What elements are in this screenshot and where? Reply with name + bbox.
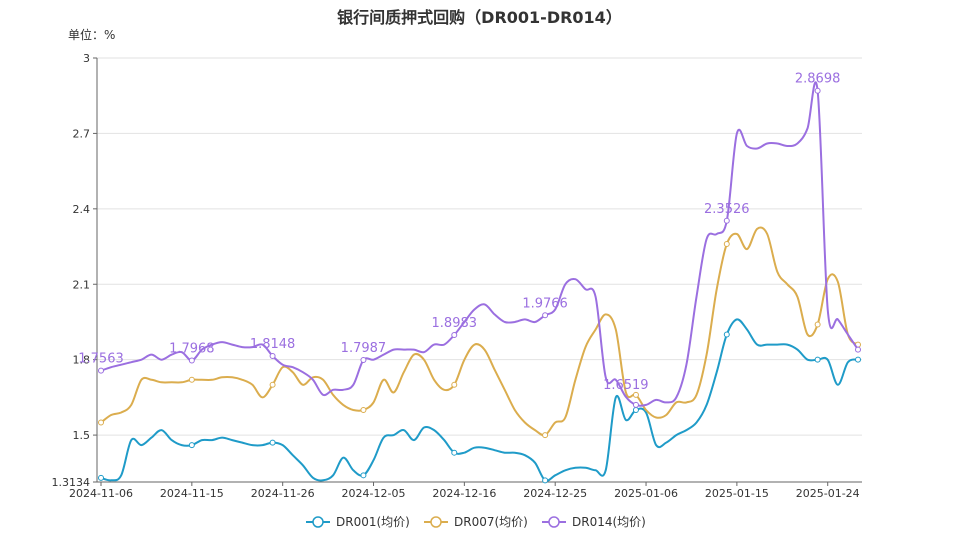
y-tick-label: 1.3134 xyxy=(52,476,91,489)
series-0-point xyxy=(98,474,104,481)
data-label: 1.7987 xyxy=(341,341,387,356)
x-tick-label: 2025-01-06 xyxy=(614,487,678,500)
series-1-point xyxy=(542,432,549,439)
series-2-point xyxy=(814,87,821,94)
series-1-point xyxy=(98,419,104,426)
series-2-point xyxy=(98,367,104,374)
x-tick-label: 2024-12-25 xyxy=(523,487,587,500)
x-tick-label: 2024-12-05 xyxy=(342,487,406,500)
series-1-point xyxy=(188,376,195,383)
data-label: 2.3526 xyxy=(704,202,750,217)
x-tick-label: 2024-11-15 xyxy=(160,487,224,500)
series-0-point xyxy=(855,356,861,363)
data-label: 1.8148 xyxy=(250,337,296,352)
series-0-point xyxy=(451,449,458,456)
y-unit-label: 单位：% xyxy=(68,28,116,42)
data-label: 1.6519 xyxy=(603,378,649,393)
y-tick-label: 2.7 xyxy=(73,127,91,140)
y-tick-label: 1.5 xyxy=(73,429,91,442)
y-tick-label: 2.1 xyxy=(73,278,91,291)
series-1-point xyxy=(814,321,821,328)
legend-label: DR007(均价) xyxy=(454,515,528,529)
series-0-point xyxy=(188,442,195,449)
series-1-point xyxy=(451,381,458,388)
y-tick-label: 3 xyxy=(83,52,90,65)
series-line-1 xyxy=(100,226,859,437)
x-tick-label: 2024-11-06 xyxy=(69,487,133,500)
series-2-point xyxy=(188,357,195,364)
x-tick-label: 2025-01-24 xyxy=(796,487,860,500)
series-2-point xyxy=(632,401,639,408)
series-2-point xyxy=(855,346,861,353)
data-label: 1.9766 xyxy=(522,296,568,311)
legend-marker xyxy=(312,516,324,528)
series-2-point xyxy=(360,356,367,363)
series-0-point xyxy=(632,406,639,413)
legend-label: DR001(均价) xyxy=(336,515,410,529)
series-2-point xyxy=(451,331,458,338)
x-tick-label: 2025-01-15 xyxy=(705,487,769,500)
series-0-point xyxy=(723,331,730,338)
series-1-point xyxy=(360,406,367,413)
legend-label: DR014(均价) xyxy=(572,515,646,529)
series-0-point xyxy=(269,439,276,446)
series-line-2 xyxy=(100,81,859,407)
series-0-point xyxy=(814,356,821,363)
data-label: 1.7563 xyxy=(78,352,124,367)
y-tick-label: 2.4 xyxy=(73,203,91,216)
x-tick-label: 2024-11-26 xyxy=(251,487,315,500)
series-2-point xyxy=(269,352,276,359)
series-2-point xyxy=(723,217,730,224)
series-0-point xyxy=(542,477,549,484)
series-2-point xyxy=(542,312,549,319)
y-tick-label: 1.8 xyxy=(73,354,91,367)
series-1-point xyxy=(632,391,639,398)
series-1-point xyxy=(269,381,276,388)
legend-marker xyxy=(548,516,560,528)
data-label: 2.8698 xyxy=(795,72,841,87)
series-0-point xyxy=(360,472,367,479)
legend-marker xyxy=(430,516,442,528)
chart-title: 银行间质押式回购（DR001-DR014） xyxy=(337,8,622,27)
x-tick-label: 2024-12-16 xyxy=(432,487,496,500)
series-line-0 xyxy=(100,318,859,482)
data-label: 1.8983 xyxy=(432,316,478,331)
series-1-point xyxy=(723,241,730,248)
data-label: 1.7968 xyxy=(169,341,215,356)
